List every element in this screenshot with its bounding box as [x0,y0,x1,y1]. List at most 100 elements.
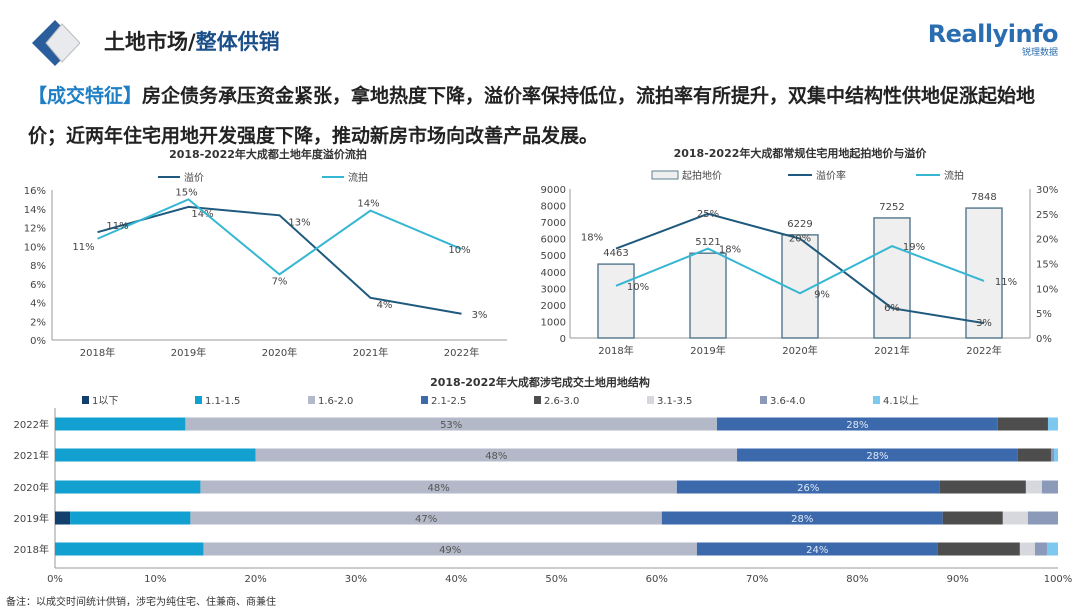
y-tick-label: 2% [30,317,46,328]
legend-label: 溢价率 [816,169,846,182]
bar-label: 24% [806,545,828,556]
bar-label: 7848 [971,192,996,203]
chart-title: 2018-2022年大成都土地年度溢价流拍 [169,147,367,161]
legend-label: 2.1-2.5 [431,396,466,407]
legend-label: 起拍地价 [682,169,722,182]
brand-logo: Reallyinfo 锐理数据 [927,20,1059,58]
bar-label: 26% [797,483,819,494]
data-label: 18% [719,245,741,256]
data-label: 20% [789,234,811,245]
x-tick-label: 2019年 [690,344,725,357]
bar-segment [1027,511,1058,525]
bar-segment [185,417,717,431]
bar-segment [255,448,738,462]
bar-segment [55,417,186,431]
y-tick-label: 16% [24,186,46,197]
bar-label: 48% [485,451,507,462]
legend-label: 2.6-3.0 [544,396,579,407]
y2-tick-label: 10% [1036,284,1058,295]
data-label: 7% [272,276,288,287]
bar-segment [55,542,204,556]
y-tick-label: 6% [30,280,46,291]
y2-tick-label: 25% [1036,210,1058,221]
bar-segment [1019,542,1035,556]
bar-label: 7252 [879,202,904,213]
data-label: 18% [581,233,603,244]
x-tick-label: 40% [445,574,467,585]
legend-label: 溢价 [184,171,204,184]
summary-text: 【成交特征】房企债务承压资金紧张，拿地热度下降，溢价率保持低位，流拍率有所提升，… [28,76,1068,156]
bar-segment [70,511,191,525]
legend-swatch [421,396,428,404]
bar-label: 28% [866,451,888,462]
y-tick-label: 2021年 [14,449,49,462]
bar-segment [55,480,201,494]
bar-segment [190,511,662,525]
bar-label: 47% [415,514,437,525]
legend-label: 3.6-4.0 [770,396,805,407]
bar-segment [937,542,1020,556]
y-tick-label: 2020年 [14,481,49,494]
bar-segment [1050,448,1054,462]
x-tick-label: 80% [846,574,868,585]
bar-segment [737,448,1018,462]
bar-segment [1053,448,1058,462]
bar-segment [200,480,677,494]
bar-label: 49% [439,545,461,556]
legend-swatch [651,170,679,180]
chart-title: 2018-2022年大成都涉宅成交土地用地结构 [430,375,650,389]
x-tick-label: 100% [1044,574,1073,585]
data-label: 10% [627,282,649,293]
bar-label: 6229 [787,219,812,230]
footnote: 备注：以成交时间统计供销，涉宅为纯住宅、住兼商、商兼住 [6,597,276,608]
data-label: 10% [448,245,470,256]
legend-label: 流拍 [944,169,964,182]
brand-name: Reallyinfo [927,20,1059,48]
bar [689,252,727,339]
y2-tick-label: 0% [1036,334,1052,345]
y-tick-label: 3000 [541,284,566,295]
bar-label: 4463 [603,248,628,259]
x-tick-label: 2020年 [262,346,297,359]
series-line-0 [97,205,462,315]
y-tick-label: 0 [560,334,566,345]
bar-segment [55,448,256,462]
legend-swatch [760,396,767,404]
page-title: 土地市场/整体供销 [104,26,280,56]
y-tick-label: 14% [24,205,46,216]
bar-segment [1034,542,1047,556]
y-tick-label: 1000 [541,317,566,328]
bar-segment [716,417,998,431]
bar-segment [55,511,71,525]
y-tick-label: 2019年 [14,512,49,525]
legend-swatch [873,396,880,404]
bar-segment [696,542,938,556]
bar-segment [1025,480,1042,494]
legend-swatch [195,396,202,404]
x-tick-label: 30% [345,574,367,585]
data-label: 11% [106,221,128,232]
legend-label: 4.1以上 [883,395,919,407]
bar [873,217,911,339]
x-tick-label: 0% [47,574,63,585]
brand-sub: 锐理数据 [1021,48,1058,58]
bar-segment [1041,480,1058,494]
legend-label: 流拍 [348,171,368,184]
bar-segment [1017,448,1051,462]
x-tick-label: 60% [646,574,668,585]
y-tick-label: 0% [30,336,46,347]
y2-tick-label: 30% [1036,185,1058,196]
title-accent: 整体供销 [195,30,280,54]
y-tick-label: 5000 [541,251,566,262]
legend-label: 1以下 [92,396,118,407]
summary-body: 房企债务承压资金紧张，拿地热度下降，溢价率保持低位，流拍率有所提升，双集中结构性… [28,85,1036,147]
bar-segment [1047,417,1058,431]
x-tick-label: 2022年 [966,344,1001,357]
x-tick-label: 2021年 [874,344,909,357]
bar-segment [1046,542,1058,556]
logo-diamond-icon [32,20,80,66]
bar-segment [942,511,1003,525]
data-label: 11% [995,277,1017,288]
y-tick-label: 2022年 [14,418,49,431]
y-tick-label: 4% [30,299,46,310]
